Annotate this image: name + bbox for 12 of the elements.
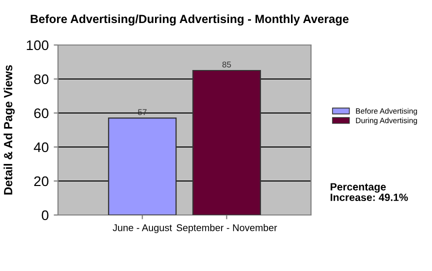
x-tick-label: June - August — [112, 224, 172, 234]
text: Percentage Increase: 49.1% — [330, 183, 408, 202]
data-label: 85 — [222, 62, 231, 68]
y-tick-label: 0 — [42, 210, 48, 220]
y-tick-label: 80 — [34, 74, 48, 84]
x-tick-label: September - November — [176, 224, 278, 234]
y-tick-label: 100 — [26, 40, 48, 50]
y-axis-title: Detail & Ad Page Views — [4, 65, 15, 194]
y-tick-label: 60 — [34, 108, 48, 118]
y-tick-label: 20 — [34, 176, 48, 186]
y-tick-label: 40 — [34, 142, 48, 152]
chart-title: Before Advertising/During Advertising - Monthly Average — [30, 14, 349, 26]
